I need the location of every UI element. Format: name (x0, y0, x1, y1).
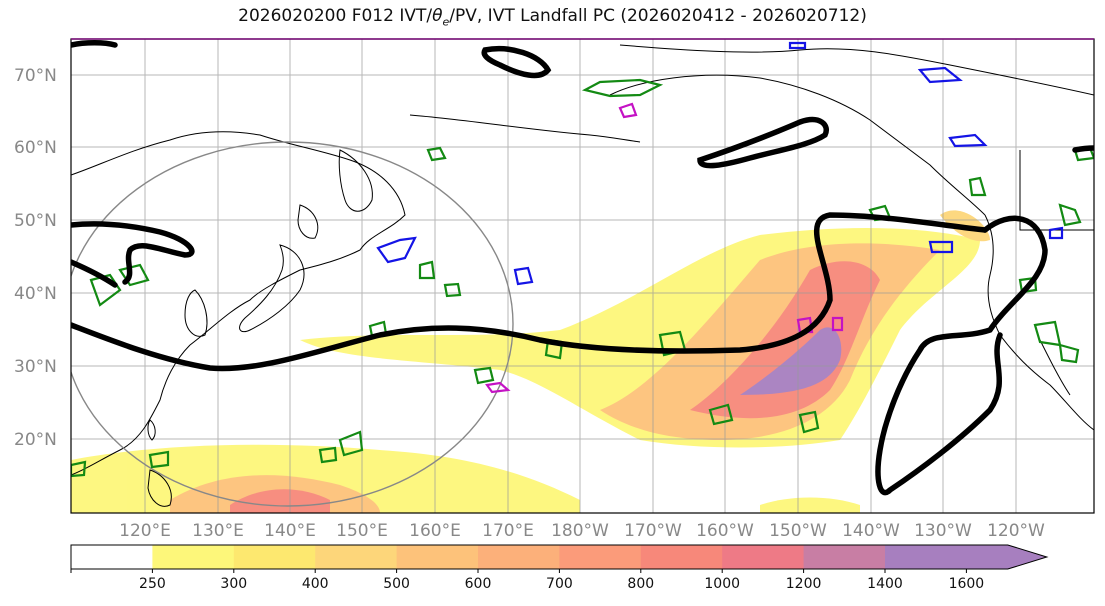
colorbar-outline (70, 544, 1049, 570)
asia-coast (71, 131, 406, 476)
colorbar-segment (803, 545, 886, 569)
colorbar: 250 300 400 500 600 700 800 1000 1200 1400 1600 (70, 544, 1049, 592)
ivt-tropical-core (230, 489, 330, 513)
lon-label-150e: 150°E (336, 521, 388, 541)
lat-label-40: 40°N (14, 284, 57, 304)
colorbar-segment (71, 545, 153, 569)
colorbar-segment (315, 545, 398, 569)
colorbar-segment (966, 545, 1047, 569)
ivt-contour-north2 (697, 116, 829, 169)
ivt-contours (71, 40, 1094, 496)
ivt-contour-ne (1072, 145, 1094, 153)
lon-label-130e: 130°E (192, 521, 244, 541)
lat-label-50: 50°N (14, 211, 57, 231)
lon-label-160e: 160°E (409, 521, 461, 541)
lon-label-180w: 180°W (551, 521, 609, 541)
lat-label-60: 60°N (14, 138, 57, 158)
colorbar-tick-label: 600 (465, 576, 492, 592)
ivt-core (740, 327, 842, 395)
longitude-labels: 120°E 130°E 140°E 150°E 160°E 170°E 180°… (119, 521, 1045, 541)
colorbar-segment (885, 545, 967, 569)
lon-label-120w: 120°W (987, 521, 1045, 541)
lon-label-170w: 170°W (624, 521, 682, 541)
colorbar-segment (722, 545, 805, 569)
colorbar-segment (640, 545, 723, 569)
pv-contours-magenta (485, 102, 844, 394)
ivt-south (760, 497, 860, 513)
colorbar-tick-label: 1200 (786, 576, 822, 592)
lon-label-140e: 140°E (264, 521, 316, 541)
baja (1039, 339, 1071, 396)
colorbar-tick-label: 800 (627, 576, 654, 592)
ivt-contour-nw (71, 221, 195, 285)
korea-coast (184, 289, 208, 337)
colorbar-segment (233, 545, 316, 569)
colorbar-tick-label: 500 (383, 576, 410, 592)
lon-label-160w: 160°W (696, 521, 754, 541)
lon-label-150w: 150°W (769, 521, 827, 541)
colorbar-segment (478, 545, 560, 569)
ivt-contour-nw3 (71, 40, 118, 48)
ivt-contour-north1 (481, 46, 552, 79)
lat-label-70: 70°N (14, 66, 57, 86)
ivt-contour-main (71, 212, 988, 372)
kamchatka (338, 149, 373, 212)
colorbar-tick-label: 400 (302, 576, 329, 592)
coastlines (71, 44, 1094, 507)
lon-label-130w: 130°W (914, 521, 972, 541)
lon-label-170e: 170°E (482, 521, 534, 541)
lon-label-140w: 140°W (842, 521, 900, 541)
canada-border (1019, 150, 1094, 231)
lat-label-20: 20°N (14, 430, 57, 450)
lon-label-120e: 120°E (119, 521, 171, 541)
colorbar-tick-label: 1600 (949, 576, 985, 592)
colorbar-segment (396, 545, 479, 569)
colorbar-tick-label: 700 (546, 576, 573, 592)
ivt-contour-nw2 (71, 259, 118, 288)
map-title: 2026020200 F012 IVT/θe/PV, IVT Landfall … (238, 6, 867, 29)
pv-contours-blue (376, 41, 1064, 286)
lat-label-30: 30°N (14, 357, 57, 377)
colorbar-tick-label: 300 (220, 576, 247, 592)
alaska-coast (609, 74, 986, 216)
japan-hokkaido (297, 204, 319, 239)
japan-coast (239, 244, 305, 333)
colorbar-tick-label: 250 (139, 576, 166, 592)
colorbar-segment (559, 545, 642, 569)
latitude-labels: 70°N 60°N 50°N 40°N 30°N 20°N (14, 66, 57, 450)
ivt-contour-east (875, 215, 1048, 496)
colorbar-tick-label: 1000 (704, 576, 740, 592)
colorbar-segment (152, 545, 235, 569)
taiwan (147, 419, 156, 441)
aleutians (409, 114, 641, 143)
colorbar-tick-label: 1400 (867, 576, 903, 592)
map-area (71, 39, 1094, 513)
arctic-coast (619, 44, 1094, 96)
landfall-region-circle (71, 141, 514, 507)
philippines (147, 469, 172, 507)
